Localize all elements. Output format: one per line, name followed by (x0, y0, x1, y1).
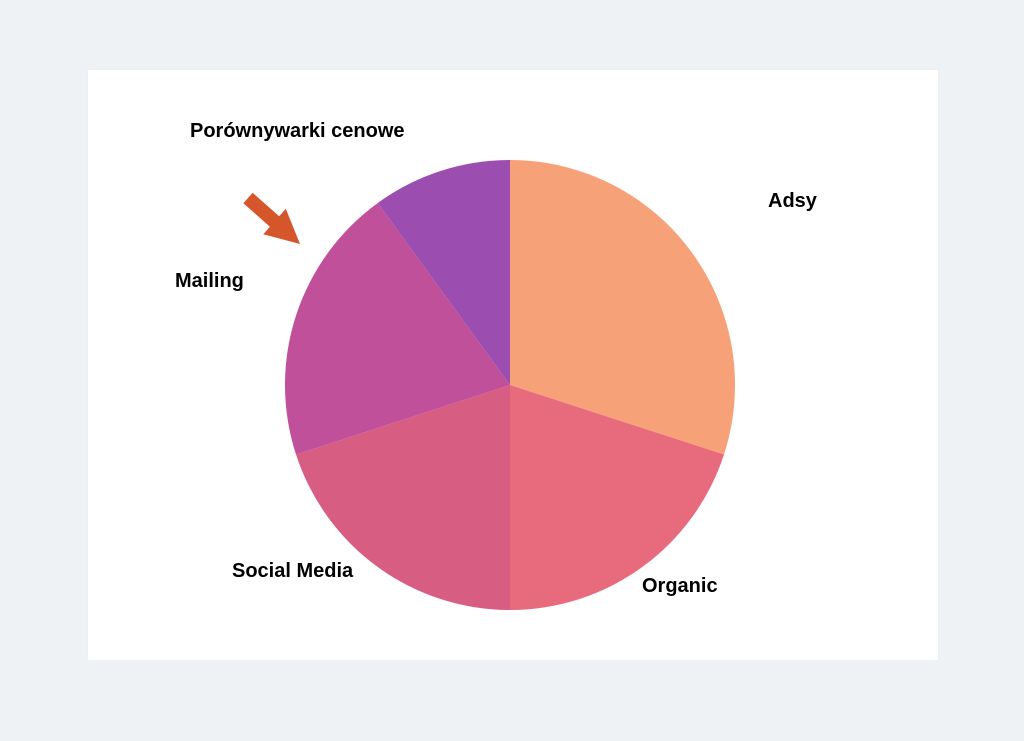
slice-label: Porównywarki cenowe (190, 120, 405, 143)
slice-label: Mailing (175, 270, 244, 293)
arrow-icon (243, 193, 300, 244)
pie-chart (0, 0, 1024, 741)
slice-label: Social Media (232, 560, 353, 583)
slice-label: Adsy (768, 190, 817, 213)
page-background: Adsy Organic Social Media Mailing Porównywar… (0, 0, 1024, 741)
slice-label: Organic (642, 575, 718, 598)
